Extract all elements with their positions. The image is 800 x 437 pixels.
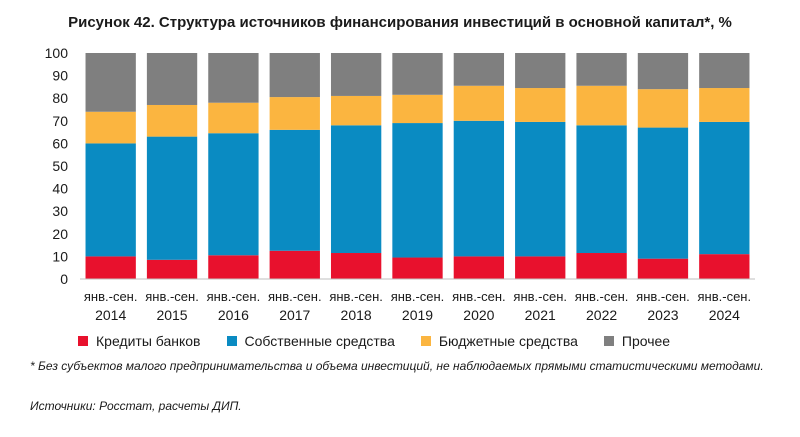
x-tick-period: янв.-сен. <box>698 289 752 304</box>
legend-label: Собственные средства <box>244 333 395 349</box>
bar-segment-0 <box>146 259 198 279</box>
x-tick-period: янв.-сен. <box>268 289 322 304</box>
bar-segment-3 <box>699 53 750 89</box>
bar-segment-2 <box>330 95 382 126</box>
bar-segment-1 <box>515 121 566 257</box>
bar-segment-3 <box>453 53 505 86</box>
x-tick-year: 2019 <box>402 307 433 323</box>
bar-segment-0 <box>453 256 505 279</box>
bar-segment-3 <box>392 53 443 95</box>
bar-segment-1 <box>146 136 198 260</box>
y-tick-label: 0 <box>60 271 68 287</box>
bar-segment-0 <box>269 250 320 279</box>
x-tick-period: янв.-сен. <box>391 289 445 304</box>
bar-segment-0 <box>699 254 750 279</box>
bar-segment-2 <box>392 94 443 124</box>
x-tick-period: янв.-сен. <box>636 289 690 304</box>
chart-legend: Кредиты банков Собственные средства Бюджет… <box>78 333 696 349</box>
bar-segment-2 <box>85 111 136 144</box>
y-tick-label: 100 <box>45 45 69 61</box>
x-tick-period: янв.-сен. <box>207 289 261 304</box>
bar-segment-1 <box>576 125 627 254</box>
y-tick-label: 30 <box>52 203 68 219</box>
legend-item: Прочее <box>603 333 671 349</box>
bar-segment-1 <box>330 125 382 254</box>
bar-segment-3 <box>576 53 627 86</box>
bar-segment-0 <box>576 253 627 279</box>
x-tick-year: 2014 <box>95 307 126 323</box>
legend-item: Бюджетные средства <box>420 333 578 349</box>
legend-label: Прочее <box>621 333 671 349</box>
y-tick-label: 60 <box>52 135 68 151</box>
x-tick-year: 2015 <box>156 307 187 323</box>
x-tick-period: янв.-сен. <box>575 289 629 304</box>
x-tick-period: янв.-сен. <box>145 289 199 304</box>
x-tick-year: 2021 <box>525 307 556 323</box>
bar-segment-0 <box>208 255 259 279</box>
x-tick-year: 2018 <box>341 307 372 323</box>
footnote: * Без субъектов малого предпринимательст… <box>30 359 764 373</box>
bar-segment-3 <box>208 53 259 103</box>
x-tick-year: 2023 <box>647 307 678 323</box>
legend-item: Кредиты банков <box>78 333 201 349</box>
y-tick-label: 10 <box>52 248 68 264</box>
legend-swatch <box>226 336 237 346</box>
chart-title: Рисунок 42. Структура источников финанси… <box>68 14 732 31</box>
x-tick-period: янв.-сен. <box>84 289 138 304</box>
bar-segment-3 <box>85 53 136 112</box>
bar-segment-1 <box>699 121 750 255</box>
bar-segment-1 <box>269 129 320 251</box>
x-tick-period: янв.-сен. <box>513 289 567 304</box>
bar-segment-2 <box>146 104 198 137</box>
bar-segment-0 <box>515 256 566 279</box>
stacked-bar-chart: 0 10 20 30 40 50 60 70 80 90 100 янв.-сен. 2014 янв.-… <box>45 45 755 323</box>
x-tick-year: 2020 <box>463 307 494 323</box>
legend-swatch <box>603 336 614 346</box>
bar-segment-0 <box>392 257 443 279</box>
bar-segment-1 <box>392 123 443 258</box>
bar-segment-2 <box>699 88 750 122</box>
bar-segment-3 <box>637 53 689 90</box>
bar-segment-0 <box>330 253 382 279</box>
y-tick-label: 90 <box>52 68 68 84</box>
x-tick-period: янв.-сен. <box>329 289 383 304</box>
bar-segment-3 <box>269 53 320 98</box>
bar-segment-1 <box>453 120 505 257</box>
bar-segment-2 <box>453 85 505 121</box>
legend-label: Кредиты банков <box>96 333 201 349</box>
bar-segment-2 <box>515 88 566 122</box>
bar-segment-1 <box>208 133 259 256</box>
legend-label: Бюджетные средства <box>438 333 578 349</box>
y-tick-label: 50 <box>52 158 68 174</box>
bar-segment-3 <box>515 53 566 89</box>
y-tick-label: 40 <box>52 181 68 197</box>
x-tick-period: янв.-сен. <box>452 289 506 304</box>
bar-segment-0 <box>85 256 136 279</box>
legend-swatch <box>78 336 88 346</box>
x-tick-year: 2022 <box>586 307 617 323</box>
bar-segment-0 <box>637 258 689 279</box>
bar-segment-2 <box>576 85 627 126</box>
x-tick-year: 2017 <box>279 307 310 323</box>
y-tick-label: 80 <box>52 90 68 106</box>
legend-item: Собственные средства <box>226 333 395 349</box>
bar-segment-2 <box>269 97 320 130</box>
x-tick-year: 2024 <box>709 307 740 323</box>
bar-segment-1 <box>637 127 689 259</box>
bar-segment-2 <box>208 102 259 134</box>
bar-segment-3 <box>146 53 198 105</box>
legend-swatch <box>420 336 431 346</box>
y-tick-label: 20 <box>52 226 68 242</box>
bar-segment-3 <box>330 53 382 96</box>
bar-segment-1 <box>85 143 136 257</box>
y-tick-label: 70 <box>52 113 68 129</box>
source-note: Источники: Росстат, расчеты ДИП. <box>30 399 242 413</box>
x-tick-year: 2016 <box>218 307 249 323</box>
bar-segment-2 <box>637 89 689 128</box>
